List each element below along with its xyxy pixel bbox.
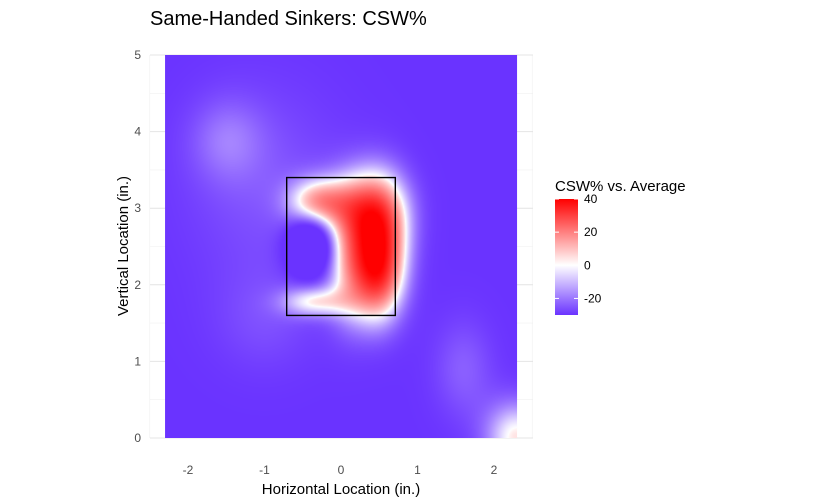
y-tick-label: 5: [134, 48, 141, 62]
legend-tick-label: -20: [584, 291, 602, 305]
legend-tick-label: 20: [584, 225, 598, 239]
x-axis-title: Horizontal Location (in.): [262, 481, 420, 498]
legend-tick-label: 0: [584, 258, 591, 272]
heatmap-surface: [165, 55, 518, 438]
y-tick-label: 0: [134, 431, 141, 445]
legend: CSW% vs. Average 40 20 0 -20: [555, 178, 686, 315]
chart-title: Same-Handed Sinkers: CSW%: [150, 8, 427, 30]
strike-zone-box: [285, 176, 397, 317]
legend-tick-label: 40: [584, 192, 598, 206]
y-tick-label: 2: [134, 278, 141, 292]
x-tick-label: 0: [338, 463, 345, 477]
legend-colorbar: [555, 199, 578, 315]
x-tick-label: -1: [259, 463, 270, 477]
x-axis-ticks: -2 -1 0 1 2: [183, 463, 498, 477]
x-tick-label: 1: [414, 463, 421, 477]
legend-title: CSW% vs. Average: [555, 178, 686, 195]
legend-ticks: 40 20 0 -20: [555, 192, 602, 305]
y-axis-title: Vertical Location (in.): [115, 176, 132, 316]
y-tick-label: 1: [134, 354, 141, 368]
x-tick-label: -2: [183, 463, 194, 477]
y-axis-ticks: 0 1 2 3 4 5: [134, 48, 141, 445]
y-tick-label: 3: [134, 201, 141, 215]
x-tick-label: 2: [491, 463, 498, 477]
y-tick-label: 4: [134, 125, 141, 139]
